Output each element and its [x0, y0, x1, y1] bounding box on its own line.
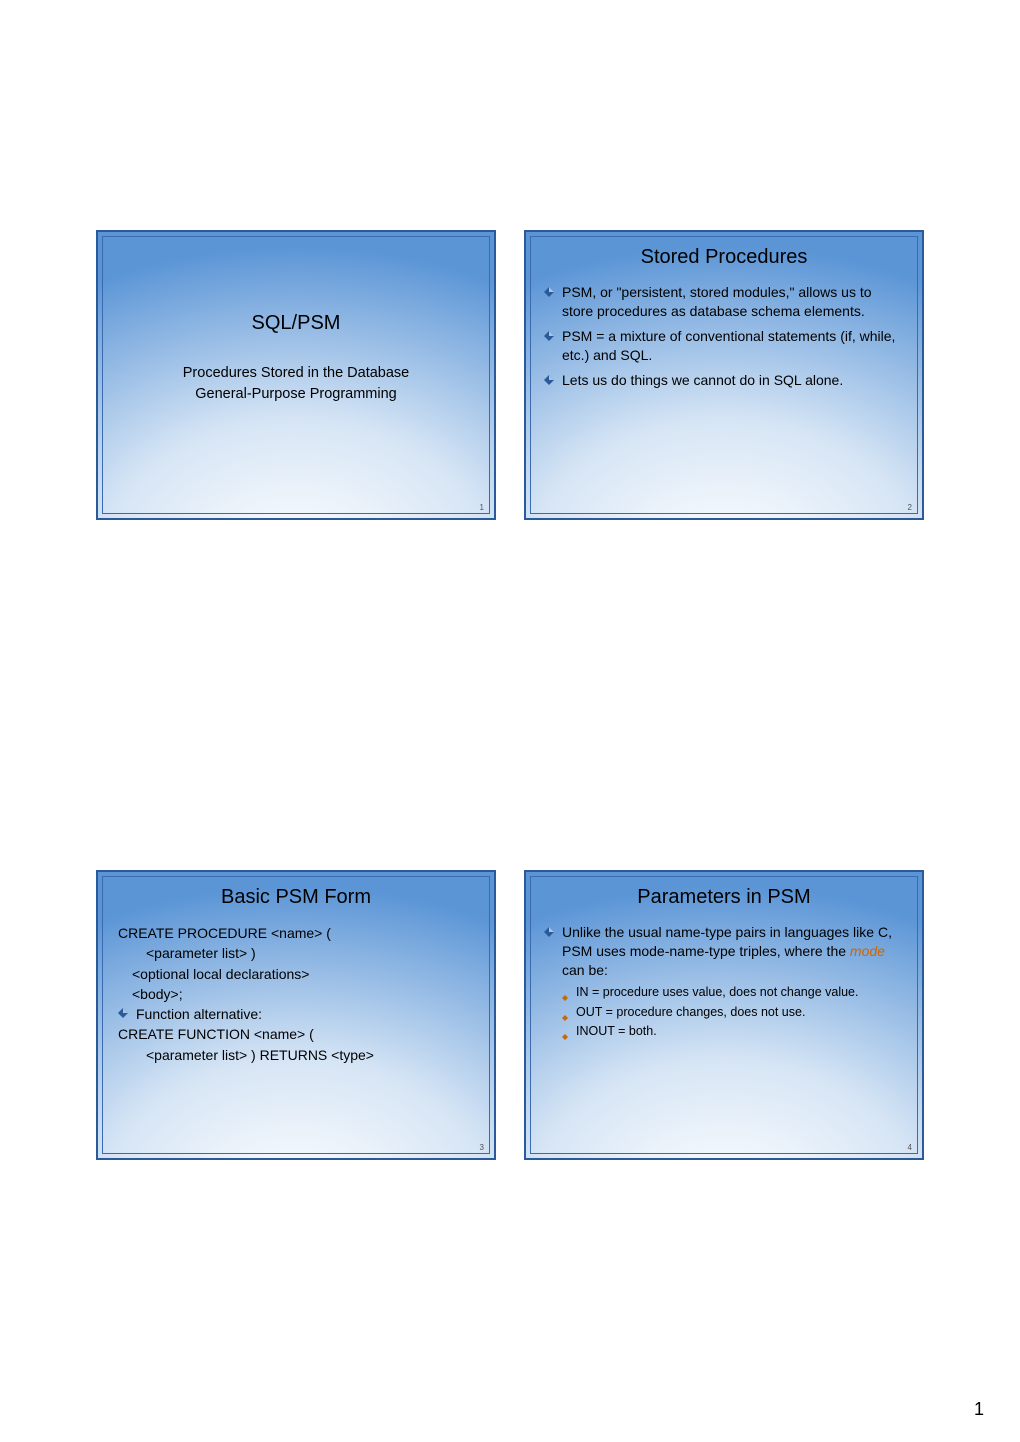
code-line: CREATE PROCEDURE <name> (	[118, 923, 478, 943]
slide-1: SQL/PSM Procedures Stored in the Databas…	[96, 230, 496, 520]
slide-subtitle-line: Procedures Stored in the Database	[104, 363, 488, 384]
bullet-item: PSM, or "persistent, stored modules," al…	[544, 283, 906, 321]
mini-diamond-icon	[562, 1009, 568, 1015]
slide-title: Parameters in PSM	[532, 886, 916, 909]
code-line: <parameter list> )	[118, 943, 478, 963]
bullet-text-post: can be:	[562, 962, 608, 978]
bullet-item: Lets us do things we cannot do in SQL al…	[544, 371, 906, 390]
bullet-item: Unlike the usual name-type pairs in lang…	[544, 923, 906, 1040]
slide-2: Stored Procedures PSM, or "persistent, s…	[524, 230, 924, 520]
mini-diamond-icon	[562, 989, 568, 995]
sub-bullet-item: IN = procedure uses value, does not chan…	[562, 984, 906, 1001]
diamond-icon	[118, 1008, 128, 1018]
mini-diamond-icon	[562, 1028, 568, 1034]
sub-bullet-text: INOUT = both.	[576, 1024, 657, 1038]
code-line: <optional local declarations>	[118, 964, 478, 984]
bullet-list: Unlike the usual name-type pairs in lang…	[532, 923, 916, 1046]
bullet-text-pre: Unlike the usual name-type pairs in lang…	[562, 924, 892, 959]
diamond-icon	[544, 927, 554, 937]
code-block: CREATE PROCEDURE <name> ( <parameter lis…	[104, 923, 488, 1065]
page: SQL/PSM Procedures Stored in the Databas…	[0, 0, 1020, 1442]
sub-bullet-text: OUT = procedure changes, does not use.	[576, 1005, 805, 1019]
slide-title: Stored Procedures	[532, 246, 916, 269]
sub-bullet-list: IN = procedure uses value, does not chan…	[562, 984, 906, 1041]
bullet-text: Function alternative:	[136, 1006, 262, 1022]
bullet-item: Function alternative:	[118, 1004, 478, 1024]
bullet-text: PSM, or "persistent, stored modules," al…	[562, 284, 872, 319]
slide-row-top: SQL/PSM Procedures Stored in the Databas…	[0, 0, 1020, 520]
slide-number: 2	[908, 503, 912, 512]
bullet-text: PSM = a mixture of conventional statemen…	[562, 328, 895, 363]
code-line: <body>;	[118, 984, 478, 1004]
sub-bullet-item: OUT = procedure changes, does not use.	[562, 1004, 906, 1021]
bullet-text-em: mode	[850, 943, 885, 959]
diamond-icon	[544, 331, 554, 341]
diamond-icon	[544, 375, 554, 385]
page-number: 1	[974, 1399, 984, 1420]
slide-subtitle-line: General-Purpose Programming	[104, 384, 488, 405]
slide-number: 3	[480, 1143, 484, 1152]
slide-number: 1	[480, 503, 484, 512]
bullet-item: PSM = a mixture of conventional statemen…	[544, 327, 906, 365]
slide-row-bottom: Basic PSM Form CREATE PROCEDURE <name> (…	[0, 520, 1020, 1160]
slide-3: Basic PSM Form CREATE PROCEDURE <name> (…	[96, 870, 496, 1160]
slide-title: SQL/PSM	[104, 312, 488, 335]
bullet-text: Lets us do things we cannot do in SQL al…	[562, 372, 843, 388]
slide-4: Parameters in PSM Unlike the usual name-…	[524, 870, 924, 1160]
slide-number: 4	[908, 1143, 912, 1152]
sub-bullet-text: IN = procedure uses value, does not chan…	[576, 985, 858, 999]
bullet-list: PSM, or "persistent, stored modules," al…	[532, 283, 916, 395]
diamond-icon	[544, 287, 554, 297]
slide-title: Basic PSM Form	[104, 886, 488, 909]
sub-bullet-item: INOUT = both.	[562, 1023, 906, 1040]
code-line: <parameter list> ) RETURNS <type>	[118, 1045, 478, 1065]
code-line: CREATE FUNCTION <name> (	[118, 1024, 478, 1044]
